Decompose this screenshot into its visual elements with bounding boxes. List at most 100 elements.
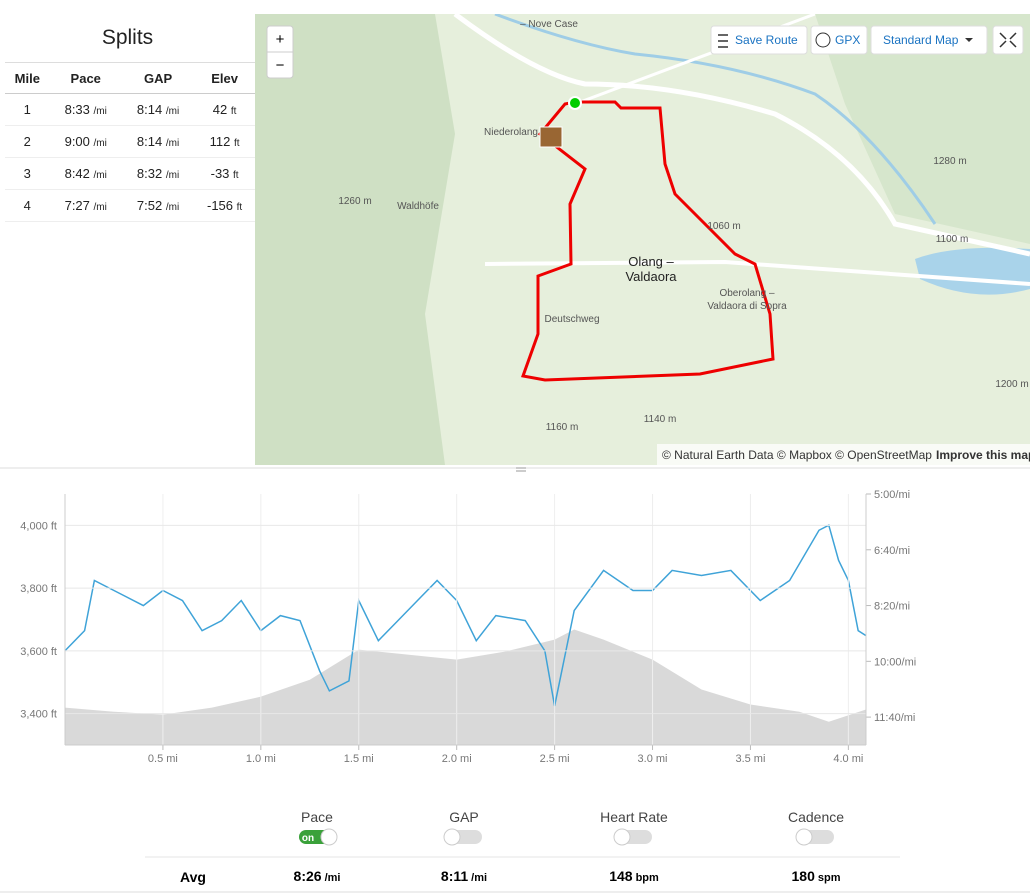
toggle-label: Cadence — [788, 809, 844, 825]
mile: 1 — [5, 93, 50, 126]
x-tick-label: 2.0 mi — [442, 753, 472, 765]
toggle-knob[interactable] — [320, 828, 338, 846]
unit: /mi — [165, 138, 180, 149]
gap-cell: 7:52 /mi — [121, 189, 195, 222]
map-label: 1140 m — [644, 414, 677, 425]
map-canvas: – Nove Case Niederolang Olang –Valdaora Obe… — [255, 14, 1030, 465]
gap-cell: 8:14 /mi — [121, 93, 195, 126]
map-label: 1260 m — [338, 196, 371, 207]
x-tick-label: 2.5 mi — [540, 753, 570, 765]
x-tick-label: 4.0 mi — [833, 753, 863, 765]
avg-value: 8:11/mi — [441, 868, 487, 884]
elev-cell: -156 ft — [194, 189, 255, 222]
pace: 9:00 — [64, 134, 90, 149]
unit: /mi — [165, 170, 180, 181]
unit: bpm — [636, 872, 659, 884]
unit: /mi — [93, 170, 107, 181]
elev: -33 — [210, 166, 230, 181]
map-label: – Nove Case — [520, 19, 578, 30]
y2-tick-label: 11:40/mi — [874, 712, 915, 724]
toggle-knob[interactable] — [613, 828, 631, 846]
toggle-knob[interactable] — [795, 828, 813, 846]
gap: 8:32 — [136, 166, 163, 181]
pace: 8:42 — [64, 166, 90, 181]
value: 8:11 — [441, 868, 468, 884]
elev-cell: 42 ft — [194, 93, 255, 126]
column-header: Pace — [49, 62, 122, 94]
split-row: 3 8:42 /mi 8:32 /mi -33 ft — [5, 157, 255, 190]
y2-tick-label: 6:40/mi — [874, 545, 910, 557]
y2-tick-label: 5:00/mi — [874, 489, 910, 501]
avg-value: 180 spm — [792, 868, 841, 884]
map-label: 1100 m — [936, 234, 969, 245]
y2-tick-label: 8:20/mi — [874, 601, 910, 613]
zoom-out[interactable]: − — [276, 57, 285, 74]
map-label: Deutschweg — [544, 314, 599, 325]
split-row: 1 8:33 /mi 8:14 /mi 42 ft — [5, 93, 255, 126]
gap: 8:14 — [136, 102, 163, 117]
unit: ft — [233, 170, 239, 181]
split-row: 4 7:27 /mi 7:52 /mi -156 ft — [5, 189, 255, 222]
zoom-in[interactable]: + — [276, 31, 285, 48]
avg-value: 8:26/mi — [294, 868, 341, 884]
elevation-area — [65, 629, 866, 745]
map-attribution: © Natural Earth Data © Mapbox © OpenStre… — [662, 448, 932, 462]
y-tick-label: 3,400 ft — [20, 709, 57, 721]
splits-panel: Splits Mile Pace GAP Elev 1 8:33 /mi 8:14 /mi 4… — [0, 14, 256, 465]
map-label: Valdaora di Sopra — [707, 301, 787, 312]
y2-tick-label: 10:00/mi — [874, 656, 916, 668]
save-route-button[interactable]: Save Route — [735, 33, 798, 47]
pace-cell: 7:27 /mi — [49, 189, 122, 222]
value: 8:26 — [294, 868, 322, 884]
pace: 8:33 — [64, 102, 90, 117]
unit: /mi — [93, 202, 107, 213]
mile: 4 — [5, 189, 50, 222]
mile: 2 — [5, 125, 50, 158]
x-tick-label: 1.5 mi — [344, 753, 374, 765]
pace-cell: 8:42 /mi — [49, 157, 122, 190]
unit: spm — [818, 872, 841, 884]
pace-cell: 8:33 /mi — [49, 93, 122, 126]
avg-label: Avg — [180, 869, 206, 885]
x-tick-label: 3.0 mi — [638, 753, 668, 765]
unit: ft — [230, 106, 237, 117]
elev-cell: -33 ft — [194, 157, 255, 190]
elev-cell: 112 ft — [194, 125, 255, 158]
elev: 112 — [209, 134, 231, 149]
x-tick-label: 1.0 mi — [246, 753, 276, 765]
map-label: Niederolang — [484, 127, 538, 138]
mile: 3 — [5, 157, 50, 190]
unit: /mi — [325, 872, 341, 884]
toggle-label: GAP — [449, 809, 479, 825]
gap-cell: 8:14 /mi — [121, 125, 195, 158]
toggle-label: Heart Rate — [600, 809, 668, 825]
pace-cell: 9:00 /mi — [49, 125, 122, 158]
split-row: 2 9:00 /mi 8:14 /mi 112 ft — [5, 125, 255, 158]
improve-map-link[interactable]: Improve this map — [936, 448, 1030, 462]
gap: 7:52 — [136, 198, 163, 213]
y-tick-label: 4,000 ft — [20, 520, 57, 532]
map-style-select[interactable]: Standard Map — [883, 33, 959, 47]
y-tick-label: 3,800 ft — [20, 583, 57, 595]
elev: -156 — [206, 198, 234, 213]
map-label: Olang – — [628, 254, 674, 269]
splits-title: Splits — [101, 26, 154, 49]
map-label: Waldhöfe — [397, 201, 439, 212]
avg-value: 148 bpm — [609, 868, 659, 884]
map-label: Oberolang – — [719, 288, 774, 299]
value: 180 — [792, 868, 816, 884]
unit: ft — [236, 202, 243, 213]
map-label: 1280 m — [933, 156, 966, 167]
pace-line — [64, 524, 867, 707]
toggle-knob[interactable] — [443, 828, 461, 846]
toggle-state: on — [302, 833, 314, 844]
unit: ft — [234, 138, 240, 149]
column-header: GAP — [121, 62, 195, 94]
map-label: 1160 m — [546, 422, 579, 433]
gpx-button[interactable]: GPX — [835, 33, 860, 47]
gap: 8:14 — [136, 134, 163, 149]
unit: /mi — [93, 106, 107, 117]
x-tick-label: 3.5 mi — [735, 753, 765, 765]
unit: /mi — [471, 872, 487, 884]
